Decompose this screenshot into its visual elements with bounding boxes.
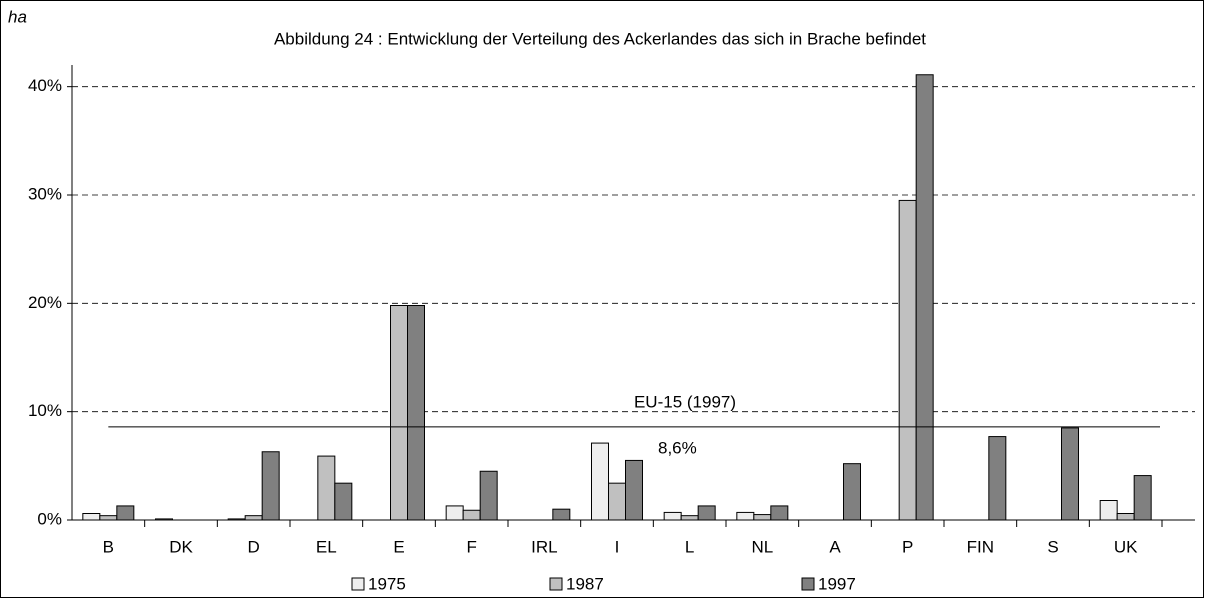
x-tick-label: L [685,537,694,556]
bar [552,508,571,521]
bar [753,514,772,521]
x-tick-label: I [615,537,620,556]
x-tick-label: E [393,537,404,556]
x-tick-label: B [103,537,114,556]
x-tick-label: NL [751,537,773,556]
bar [99,515,118,521]
bar [317,455,336,521]
bar [591,442,609,521]
bar [1116,513,1135,521]
bar [988,436,1007,521]
bar [770,505,789,521]
x-tick-label: S [1047,537,1058,556]
bar [680,515,699,521]
legend-label: 1997 [818,574,856,593]
bar [697,505,716,521]
x-tick-label: D [248,537,260,556]
bar [82,513,101,521]
bar [1133,475,1152,521]
bar [407,305,425,521]
bar [1099,500,1118,521]
reference-name: EU-15 (1997) [634,392,736,411]
x-tick-label: UK [1114,537,1138,556]
bar [390,305,408,521]
x-tick-label: P [902,537,913,556]
bar [1061,427,1079,521]
bar [116,505,135,521]
y-tick-label: 40% [28,76,62,95]
x-tick-label: IRL [531,537,557,556]
x-tick-label: EL [316,537,337,556]
bar [462,509,481,521]
legend-swatch [351,577,365,591]
chart-title: Abbildung 24 : Entwicklung der Verteilun… [274,29,926,48]
legend-label: 1975 [368,574,406,593]
legend-swatch [549,577,563,591]
y-tick-label: 30% [28,184,62,203]
y-tick-label: 10% [28,401,62,420]
bar [736,511,755,521]
bar [261,451,280,521]
bar [608,482,626,521]
bar [843,463,861,521]
x-tick-label: F [466,537,476,556]
legend-label: 1987 [566,574,604,593]
bar [334,482,353,521]
bar [244,515,263,521]
bar [663,511,682,521]
legend-swatch [801,577,815,591]
bar [915,74,934,521]
y-tick-label: 0% [37,509,62,528]
x-tick-label: DK [169,537,193,556]
y-tick-label: 20% [28,293,62,312]
reference-label: 8,6% [658,438,697,457]
bar [898,199,917,521]
bar [445,505,464,521]
x-tick-label: FIN [967,537,994,556]
y-axis-label: ha [8,7,27,26]
bar [479,470,498,521]
bar [625,459,643,521]
x-tick-label: A [829,537,841,556]
